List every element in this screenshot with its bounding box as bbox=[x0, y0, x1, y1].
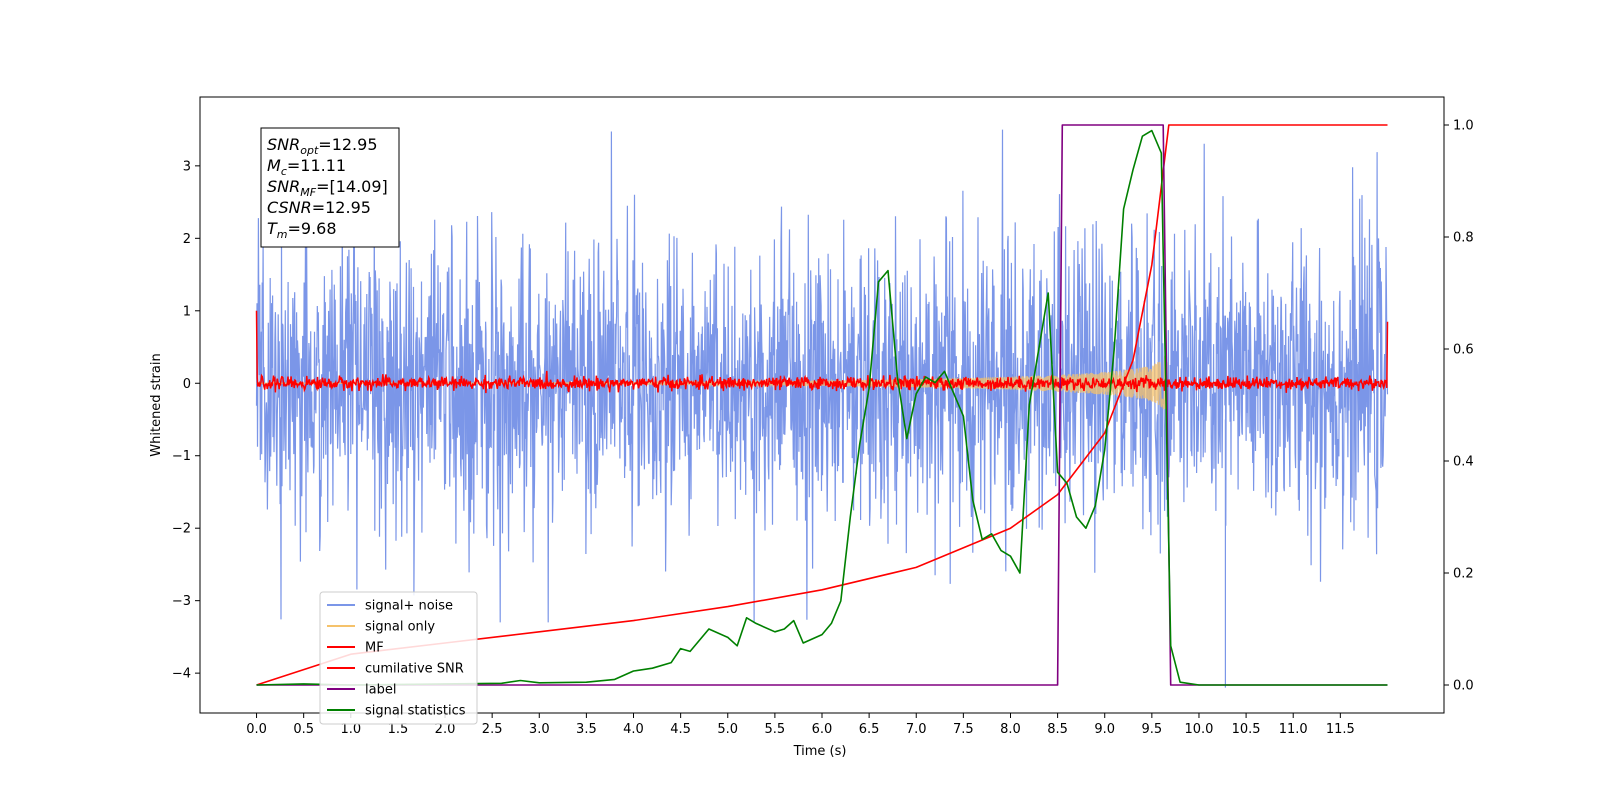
x-tick-label-4-0: 4.0 bbox=[623, 722, 644, 737]
x-tick-label-2-5: 2.5 bbox=[482, 722, 503, 737]
series-mf bbox=[255, 310, 1389, 394]
annotation-line-3: SNRMF=[14.09] bbox=[267, 177, 388, 199]
x-tick-label-0-5: 0.5 bbox=[293, 722, 314, 737]
y-tick-label-right-0-6: 0.6 bbox=[1453, 343, 1474, 358]
y-tick-label-left-0: 0 bbox=[183, 377, 191, 392]
x-tick-label-10-0: 10.0 bbox=[1184, 722, 1213, 737]
y-axis-left: 3 2 1 0 −1 −2 −3 −4 bbox=[172, 159, 200, 682]
x-tick-label-8-5: 8.5 bbox=[1047, 722, 1068, 737]
y-tick-label-left-minus-3: −3 bbox=[172, 594, 191, 609]
y-tick-label-left-1: 1 bbox=[183, 304, 191, 319]
x-tick-label-3-5: 3.5 bbox=[576, 722, 597, 737]
x-tick-label-7-5: 7.5 bbox=[953, 722, 974, 737]
legend-label-signal-only: signal only bbox=[365, 620, 435, 635]
x-tick-label-11-5: 11.5 bbox=[1326, 722, 1355, 737]
annotation-line-2: Mc=11.11 bbox=[267, 156, 346, 178]
legend-label-cumilative-snr: cumilative SNR bbox=[365, 662, 464, 677]
x-tick-label-5-5: 5.5 bbox=[765, 722, 786, 737]
y-tick-label-right-0-8: 0.8 bbox=[1453, 231, 1474, 246]
y-tick-label-right-0-4: 0.4 bbox=[1453, 455, 1474, 470]
series-signal-statistics bbox=[256, 129, 1388, 686]
y-axis-right: 1.0 0.8 0.6 0.4 0.2 0.0 bbox=[1444, 119, 1474, 694]
x-tick-label-6-5: 6.5 bbox=[859, 722, 880, 737]
x-axis: 0.0 0.5 1.0 1.5 2.0 2.5 3.0 3.5 4.0 4.5 5.0 5.5 6.0 6… bbox=[246, 713, 1355, 737]
y-tick-label-left-3: 3 bbox=[183, 159, 191, 174]
x-tick-label-9-0: 9.0 bbox=[1094, 722, 1115, 737]
x-tick-label-7-0: 7.0 bbox=[906, 722, 927, 737]
legend: signal+ noise signal only MF cumilative SNR… bbox=[319, 591, 478, 725]
annotation-frame bbox=[260, 127, 400, 248]
annotation-box: SNRopt=12.95Mc=11.11SNRMF=[14.09]CSNR=12… bbox=[260, 127, 400, 248]
y-tick-label-left-2: 2 bbox=[183, 232, 191, 247]
x-tick-label-1-0: 1.0 bbox=[340, 722, 361, 737]
x-axis-label: Time (s) bbox=[793, 744, 847, 759]
x-tick-label-10-5: 10.5 bbox=[1232, 722, 1261, 737]
legend-label-signal-statistics: signal statistics bbox=[365, 704, 466, 719]
x-tick-label-3-0: 3.0 bbox=[529, 722, 550, 737]
x-tick-label-1-5: 1.5 bbox=[388, 722, 409, 737]
legend-label-mf: MF bbox=[365, 641, 384, 656]
y-tick-label-right-0-2: 0.2 bbox=[1453, 567, 1474, 582]
legend-frame bbox=[319, 591, 478, 725]
y-tick-label-left-minus-4: −4 bbox=[172, 667, 191, 682]
x-tick-label-2-0: 2.0 bbox=[435, 722, 456, 737]
y-tick-label-right-1-0: 1.0 bbox=[1453, 119, 1474, 134]
x-tick-label-6-0: 6.0 bbox=[812, 722, 833, 737]
x-tick-label-5-0: 5.0 bbox=[717, 722, 738, 737]
annotation-line-4: CSNR=12.95 bbox=[267, 198, 371, 217]
series-signal-noise bbox=[255, 129, 1389, 688]
y-tick-label-left-minus-1: −1 bbox=[172, 449, 191, 464]
annotation-line-5: Tm=9.68 bbox=[267, 219, 337, 241]
x-tick-label-0-0: 0.0 bbox=[246, 722, 267, 737]
x-tick-label-8-0: 8.0 bbox=[1000, 722, 1021, 737]
annotation-line-1: SNRopt=12.95 bbox=[267, 135, 378, 157]
y-axis-label: Whitened strain bbox=[149, 353, 164, 456]
series-layer bbox=[255, 124, 1389, 688]
x-tick-label-9-5: 9.5 bbox=[1142, 722, 1163, 737]
legend-label-signal-noise: signal+ noise bbox=[365, 599, 453, 614]
legend-label-label: label bbox=[365, 683, 396, 698]
x-tick-label-4-5: 4.5 bbox=[670, 722, 691, 737]
x-tick-label-11-0: 11.0 bbox=[1279, 722, 1308, 737]
y-tick-label-left-minus-2: −2 bbox=[172, 522, 191, 537]
y-tick-label-right-0-0: 0.0 bbox=[1453, 679, 1474, 694]
